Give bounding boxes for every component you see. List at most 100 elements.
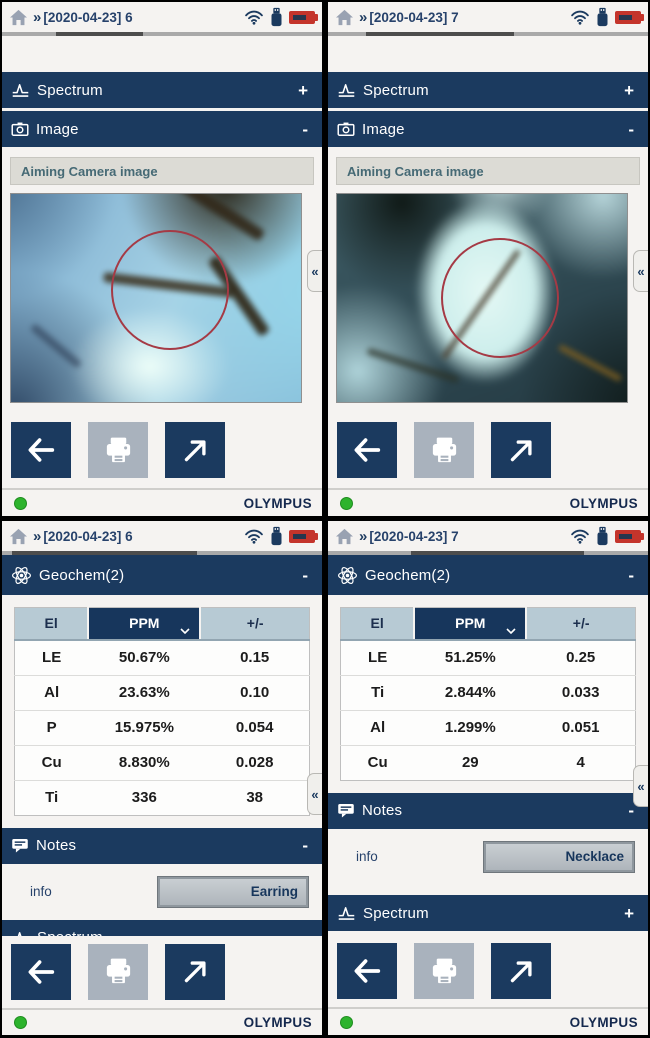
collapse-toggle[interactable]: -: [628, 801, 634, 820]
image-panel-label: Image: [36, 120, 79, 138]
info-field[interactable]: Necklace: [483, 840, 635, 873]
export-arrow-icon: [184, 961, 206, 983]
scrollbar-thumb[interactable]: [366, 32, 514, 36]
notes-icon: [338, 803, 354, 818]
result-row[interactable]: Cu 29 4: [340, 744, 636, 780]
spectrum-panel-header[interactable]: Spectrum +: [328, 895, 648, 931]
scrollbar-thumb[interactable]: [11, 551, 198, 555]
breadcrumb: »: [33, 527, 41, 545]
back-button[interactable]: [11, 422, 71, 478]
result-row[interactable]: Ti 336 38: [14, 779, 310, 815]
expand-toggle[interactable]: +: [624, 903, 634, 923]
spectrum-panel-partial: Spectrum: [2, 919, 322, 936]
result-cell: 23.63%: [88, 674, 201, 710]
action-button-row: [328, 422, 648, 478]
result-row[interactable]: Al 23.63% 0.10: [14, 674, 310, 710]
home-icon[interactable]: [9, 528, 28, 545]
result-row[interactable]: P 15.975% 0.054: [14, 709, 310, 745]
print-button[interactable]: [88, 943, 148, 1000]
camera-image-detail: [29, 323, 83, 369]
spectrum-panel-header[interactable]: Spectrum: [2, 919, 322, 936]
column-header-ppm[interactable]: PPM: [87, 607, 201, 641]
back-button[interactable]: [11, 943, 71, 1000]
collapse-handle[interactable]: «: [633, 250, 648, 292]
result-cell: 51.25%: [444, 649, 496, 666]
home-icon[interactable]: [335, 9, 354, 26]
export-button[interactable]: [491, 943, 551, 999]
result-cell: 0.028: [200, 744, 310, 780]
footer-divider: [328, 1007, 648, 1009]
result-row[interactable]: Ti 2.844% 0.033: [340, 674, 636, 710]
collapse-toggle[interactable]: -: [302, 836, 308, 855]
battery-icon: [615, 529, 644, 543]
back-button[interactable]: [337, 943, 397, 999]
olympus-logo: OLYMPUS: [569, 1014, 638, 1030]
title-bar: » [2020-04-23] 6: [2, 521, 322, 551]
home-icon[interactable]: [335, 528, 354, 545]
spectrum-panel-header[interactable]: Spectrum +: [2, 72, 322, 108]
collapse-handle[interactable]: «: [633, 765, 648, 807]
spectrum-panel-label: Spectrum: [37, 81, 103, 99]
column-header-el[interactable]: El: [340, 607, 415, 641]
notes-panel-header[interactable]: Notes -: [2, 827, 322, 864]
export-button[interactable]: [165, 422, 225, 478]
wifi-icon: [245, 10, 263, 25]
column-header-el[interactable]: El: [14, 607, 89, 641]
page-title: [2020-04-23] 7: [369, 9, 459, 25]
camera-icon: [11, 122, 29, 136]
print-button[interactable]: [414, 943, 474, 999]
aiming-camera-label: Aiming Camera image: [10, 157, 314, 185]
page-title: [2020-04-23] 7: [369, 528, 459, 544]
column-header-tolerance[interactable]: +/-: [525, 607, 636, 641]
result-cell: 38: [200, 779, 310, 815]
geochem-panel-header[interactable]: Geochem(2) -: [328, 555, 648, 595]
result-cell: 15.975%: [88, 709, 201, 745]
image-panel-header[interactable]: Image -: [2, 111, 322, 147]
result-cell: 0.10: [200, 674, 310, 710]
results-table: El PPM +/- LE 50.67% 0.15 Al 23.63% 0.10 P 15.9…: [14, 607, 310, 816]
column-header-tolerance[interactable]: +/-: [199, 607, 310, 641]
export-button[interactable]: [165, 943, 225, 1000]
column-header-ppm[interactable]: PPM: [413, 607, 527, 641]
expand-toggle[interactable]: +: [624, 80, 634, 100]
geochem-panel-header[interactable]: Geochem(2) -: [2, 555, 322, 595]
result-cell: LE: [368, 649, 388, 666]
battery-icon: [289, 10, 318, 24]
collapse-handle[interactable]: «: [307, 773, 322, 815]
screen-record6-image: » [2020-04-23] 6 Spectrum + Image - Aimi…: [2, 2, 322, 516]
collapse-toggle[interactable]: -: [302, 119, 308, 139]
breadcrumb: »: [359, 8, 367, 26]
back-button[interactable]: [337, 422, 397, 478]
home-icon[interactable]: [9, 9, 28, 26]
print-button[interactable]: [88, 422, 148, 478]
olympus-logo: OLYMPUS: [243, 495, 312, 511]
action-button-row: [2, 422, 322, 478]
result-cell: Ti: [14, 779, 89, 815]
info-label: info: [356, 849, 378, 864]
collapse-toggle[interactable]: -: [628, 565, 634, 585]
back-arrow-icon: [354, 438, 381, 462]
expand-toggle[interactable]: +: [298, 80, 308, 100]
scrollbar-thumb[interactable]: [56, 32, 143, 36]
result-row[interactable]: LE 51.25% 0.25: [341, 640, 636, 676]
collapse-toggle[interactable]: -: [628, 119, 634, 139]
result-row[interactable]: LE 50.67% 0.15: [15, 640, 310, 676]
info-label: info: [30, 884, 52, 899]
scrollbar-thumb[interactable]: [411, 551, 584, 555]
info-field[interactable]: Earring: [157, 875, 309, 908]
collapse-toggle[interactable]: -: [302, 565, 308, 585]
export-arrow-icon: [184, 439, 206, 461]
notes-panel-header[interactable]: Notes -: [328, 792, 648, 829]
export-button[interactable]: [491, 422, 551, 478]
scrollbar: [328, 32, 648, 36]
spectrum-panel-header[interactable]: Spectrum +: [328, 72, 648, 108]
image-panel-header[interactable]: Image -: [328, 111, 648, 147]
result-cell: P: [14, 709, 89, 745]
atom-icon: [338, 566, 357, 584]
collapse-handle[interactable]: «: [307, 250, 322, 292]
result-row[interactable]: Cu 8.830% 0.028: [14, 744, 310, 780]
result-row[interactable]: Al 1.299% 0.051: [340, 709, 636, 745]
print-button[interactable]: [414, 422, 474, 478]
result-cell: 4: [526, 744, 636, 780]
battery-icon: [615, 10, 644, 24]
